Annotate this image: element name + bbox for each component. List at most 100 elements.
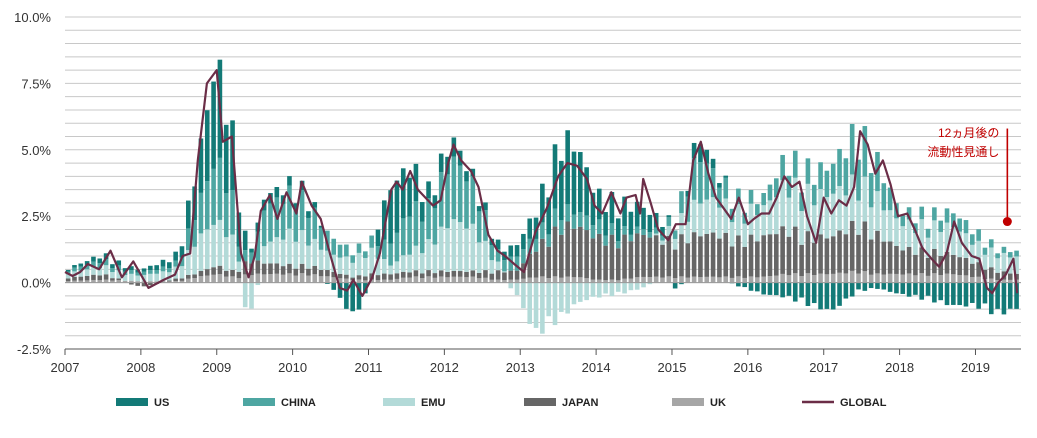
bar-china (236, 246, 242, 262)
bar-japan (647, 237, 653, 278)
bar-china (363, 251, 368, 258)
bar-us (242, 230, 248, 251)
bar-uk (672, 278, 678, 283)
bar-japan (837, 230, 842, 273)
bar-emu (767, 200, 773, 235)
bar-uk (173, 281, 178, 283)
bar-us (344, 282, 349, 309)
bar-emu (236, 261, 242, 272)
bar-china (255, 231, 261, 261)
bar-japan (381, 273, 387, 280)
bar-emu (887, 210, 893, 242)
global-line (64, 68, 1019, 297)
bar-us (438, 153, 444, 173)
bar-emu (363, 257, 368, 277)
bar-japan (318, 269, 324, 277)
bar-china (862, 126, 868, 177)
bar-china (799, 192, 804, 211)
bar-us (293, 203, 299, 211)
bar-us (982, 282, 988, 304)
bar-china (818, 162, 823, 190)
bar-uk (925, 275, 931, 283)
bar-china (919, 206, 925, 220)
x-tick-label: 2014 (582, 360, 611, 375)
bar-japan (356, 275, 362, 280)
bar-emu (514, 282, 520, 296)
bar-uk (179, 280, 185, 283)
bar-emu (185, 250, 191, 275)
bar-japan (217, 265, 223, 275)
bar-japan (755, 241, 760, 278)
bar-emu (653, 233, 659, 236)
bar-china (84, 264, 90, 270)
bar-emu (628, 282, 634, 291)
bar-japan (287, 263, 292, 274)
bar-us (65, 269, 71, 272)
bar-us (641, 207, 646, 230)
bar-emu (963, 233, 969, 258)
bar-japan (615, 248, 621, 281)
bar-us (483, 202, 488, 211)
bar-uk (970, 277, 975, 283)
bar-china (388, 243, 393, 266)
legend-swatch-japan (524, 398, 556, 406)
bar-emu (578, 282, 583, 302)
bar-uk (811, 275, 817, 283)
bar-china (432, 208, 438, 245)
bar-uk (704, 276, 710, 283)
bar-us (887, 282, 893, 292)
bar-uk (578, 277, 583, 283)
bar-us (963, 282, 969, 307)
bar-us (407, 177, 412, 217)
bar-china (369, 236, 374, 248)
bar-emu (849, 174, 855, 221)
bar-china (78, 266, 84, 271)
bar-china (192, 220, 197, 247)
bar-uk (615, 280, 621, 283)
bar-us (1007, 282, 1013, 309)
bar-emu (438, 226, 444, 271)
bar-china (811, 184, 817, 206)
bar-us (596, 188, 602, 220)
bar-china (230, 190, 235, 235)
bar-japan (824, 238, 830, 275)
bar-us (780, 282, 785, 298)
bar-us (116, 260, 122, 266)
legend-swatch-emu (383, 398, 415, 406)
bar-china (299, 190, 305, 231)
bar-japan (394, 273, 400, 279)
bar-us (717, 183, 722, 188)
x-tick-label: 2017 (809, 360, 838, 375)
bar-uk (135, 281, 141, 283)
bar-china (767, 184, 773, 201)
bar-emu (97, 268, 103, 276)
bar-uk (268, 274, 273, 283)
bar-china (622, 226, 627, 235)
x-tick-label: 2008 (126, 360, 155, 375)
bar-uk (122, 280, 128, 283)
bar-emu (900, 226, 906, 251)
bar-us (603, 212, 608, 236)
bar-emu (407, 254, 412, 273)
bar-china (242, 250, 248, 262)
bar-japan (1014, 273, 1019, 280)
bar-china (293, 210, 299, 242)
bar-uk (628, 278, 634, 283)
bar-us (91, 256, 96, 262)
bar-china (173, 260, 178, 267)
bar-uk (906, 273, 912, 283)
bar-uk (192, 278, 197, 283)
bar-japan (350, 277, 355, 281)
bar-us (666, 215, 672, 218)
bar-uk (274, 273, 280, 283)
x-tick-label: 2018 (885, 360, 914, 375)
bar-us (306, 211, 311, 218)
bar-us (287, 176, 292, 186)
bar-uk (255, 273, 261, 283)
bar-emu (135, 275, 141, 282)
x-tick-label: 2007 (51, 360, 80, 375)
bar-china (679, 191, 684, 214)
bar-china (552, 208, 558, 227)
bar-emu (527, 282, 533, 324)
